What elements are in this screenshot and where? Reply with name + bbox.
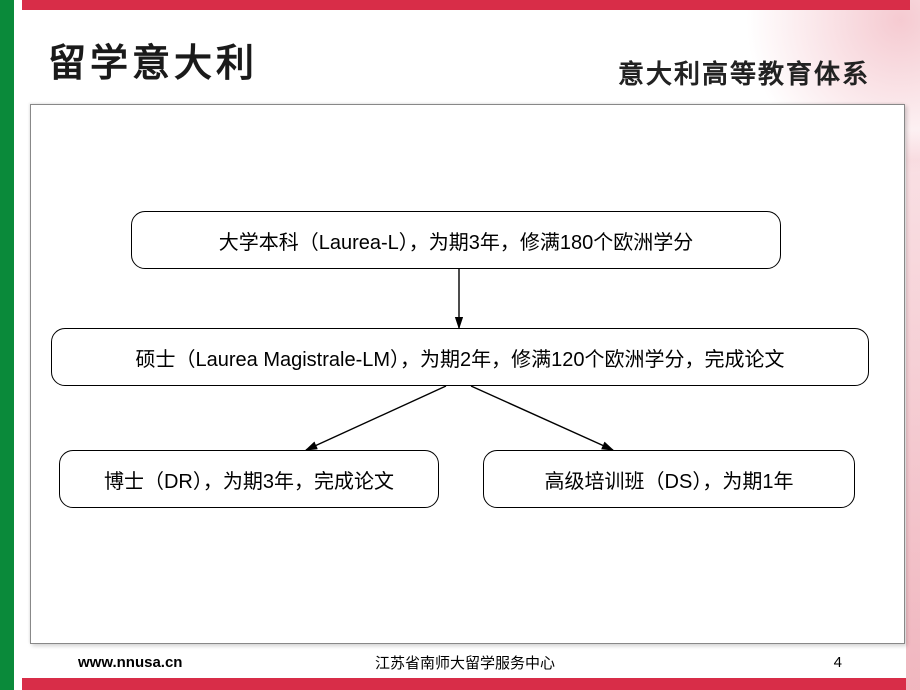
node-master: 硕士（Laurea Magistrale-LM），为期2年，修满120个欧洲学分…: [51, 328, 869, 386]
footer: www.nnusa.cn 江苏省南师大留学服务中心 4: [30, 648, 900, 676]
node-bachelor: 大学本科（Laurea-L），为期3年，修满180个欧洲学分: [131, 211, 781, 269]
slide-title: 留学意大利: [48, 32, 258, 87]
footer-center-text: 江苏省南师大留学服务中心: [30, 652, 900, 673]
border-bottom-stripe: [0, 678, 906, 690]
footer-page-number: 4: [834, 654, 842, 671]
slide-subtitle: 意大利高等教育体系: [618, 54, 870, 91]
border-left-stripe: [0, 0, 22, 690]
content-panel: 大学本科（Laurea-L），为期3年，修满180个欧洲学分 硕士（Laurea…: [30, 104, 905, 644]
border-top-stripe: [0, 0, 920, 10]
node-specialization: 高级培训班（DS），为期1年: [483, 450, 855, 508]
education-flowchart: 大学本科（Laurea-L），为期3年，修满180个欧洲学分 硕士（Laurea…: [31, 105, 904, 643]
node-doctorate: 博士（DR），为期3年，完成论文: [59, 450, 439, 508]
border-right-fade: [906, 0, 920, 690]
